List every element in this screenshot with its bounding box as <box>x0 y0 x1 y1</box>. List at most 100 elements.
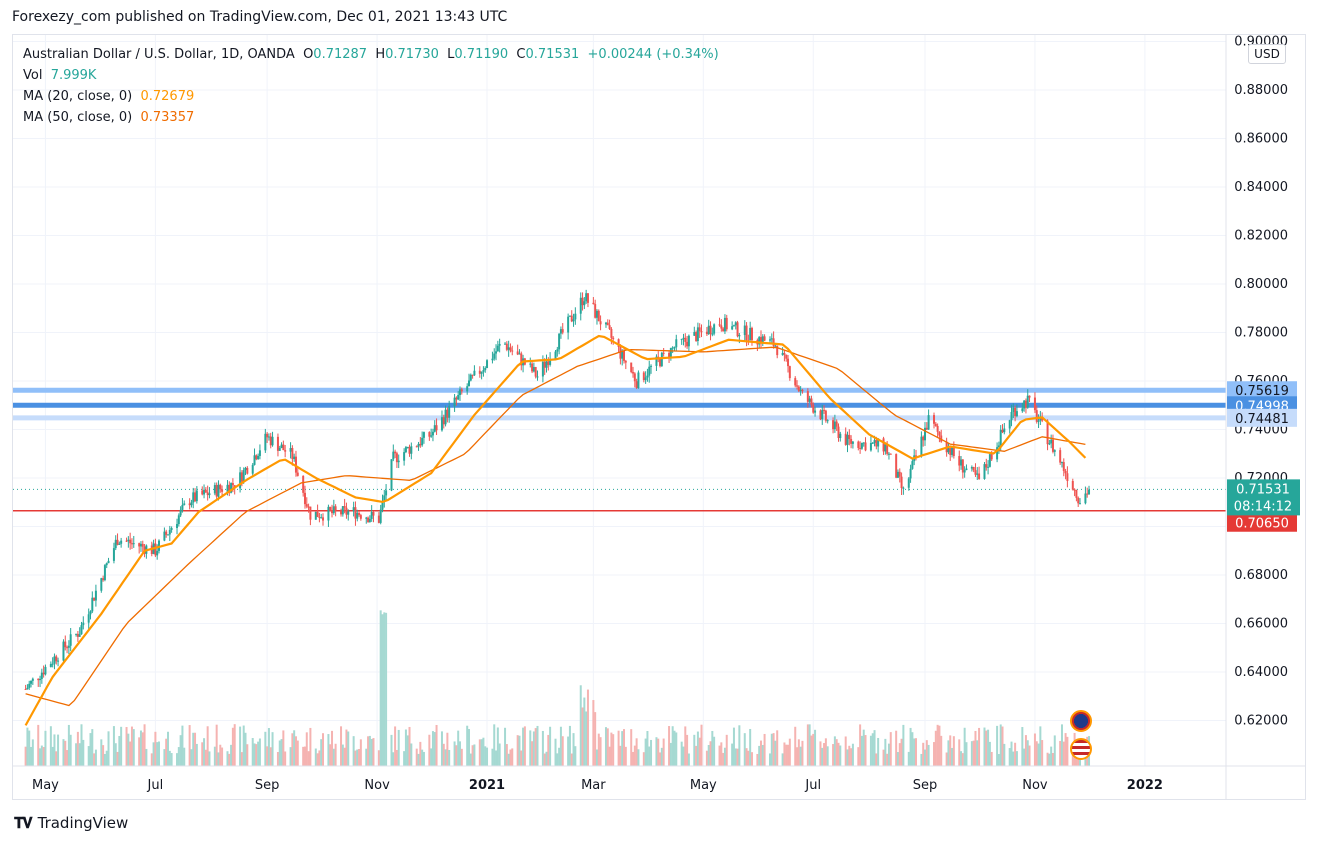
volume-bar <box>592 700 595 766</box>
candle-body <box>987 466 990 468</box>
volume-bar <box>662 738 665 766</box>
volume-bar <box>1024 735 1027 766</box>
volume-bar <box>787 744 790 766</box>
volume-bar <box>958 739 961 766</box>
candle-body <box>91 597 94 612</box>
candle-body <box>505 343 508 350</box>
volume-bar <box>743 733 746 766</box>
candle-body <box>482 370 485 372</box>
chart-legend: Australian Dollar / U.S. Dollar, 1D, OAN… <box>23 44 719 128</box>
candle-body <box>404 447 407 453</box>
candle-body <box>684 337 687 342</box>
volume-bar <box>632 751 635 766</box>
volume-bar <box>440 731 443 766</box>
volume-bar <box>1039 726 1042 766</box>
candle-body <box>433 425 436 432</box>
candle-body <box>138 543 141 547</box>
volume-bar <box>725 734 728 766</box>
candle-body <box>55 656 58 662</box>
candle-body <box>428 432 431 437</box>
candle-body <box>167 534 170 536</box>
candle-body <box>668 352 671 358</box>
candle-body <box>1012 407 1015 412</box>
candle-body <box>534 367 537 377</box>
candle-body <box>408 446 411 454</box>
candle-body <box>1039 417 1042 421</box>
volume-bar <box>837 742 840 766</box>
volume-bar <box>619 745 622 766</box>
volume-bar <box>435 724 438 766</box>
volume-bar <box>204 749 207 766</box>
candle-body <box>213 485 216 494</box>
australia-flag-icon[interactable] <box>1070 710 1092 732</box>
volume-bar <box>57 734 60 766</box>
volume-bar <box>882 749 885 766</box>
x-tick-label: Sep <box>913 778 938 793</box>
candle-body <box>381 500 384 510</box>
volume-bar <box>1023 748 1026 766</box>
x-tick-label: 2021 <box>469 778 505 793</box>
candle-body <box>385 490 388 496</box>
candle-body <box>491 358 494 361</box>
volume-bar <box>686 734 689 766</box>
candle-body <box>332 506 335 514</box>
volume-bar <box>352 736 355 766</box>
volume-bar <box>624 746 627 766</box>
volume-bar <box>442 743 445 766</box>
volume-bar <box>302 746 305 766</box>
candle-body <box>440 417 443 431</box>
candle-body <box>105 563 108 566</box>
candle-body <box>1075 489 1078 498</box>
candle-body <box>608 325 611 329</box>
candle-body <box>397 460 400 463</box>
candle-body <box>493 353 496 359</box>
candle-body <box>914 455 917 457</box>
price-level-badge <box>1227 513 1297 532</box>
volume-bar <box>606 728 609 766</box>
volume-bar <box>116 751 119 766</box>
candle-body <box>100 578 103 591</box>
volume-bar <box>276 751 279 766</box>
candle-body <box>170 528 173 530</box>
volume-bar <box>372 738 375 766</box>
candle-body <box>832 420 835 430</box>
volume-bar <box>397 729 400 766</box>
candle-body <box>824 410 827 421</box>
volume-bar <box>547 734 550 766</box>
candle-body <box>635 381 638 388</box>
volume-bar <box>1003 743 1006 766</box>
volume-bar <box>898 743 901 766</box>
volume-bar <box>650 739 653 766</box>
candle-body <box>687 335 690 347</box>
candle-body <box>895 454 898 478</box>
volume-bar <box>1021 727 1024 766</box>
candle-body <box>814 410 817 413</box>
volume-bar <box>718 745 721 766</box>
volume-bar <box>201 742 204 766</box>
volume-bar <box>572 733 575 766</box>
volume-bar <box>318 750 321 766</box>
volume-bar <box>69 734 72 766</box>
volume-bar <box>1008 748 1011 766</box>
volume-bar <box>1035 741 1038 766</box>
volume-bar <box>532 731 535 766</box>
volume-bar <box>934 730 937 766</box>
candle-body <box>24 688 27 690</box>
usa-flag-icon[interactable] <box>1070 738 1092 760</box>
currency-badge[interactable]: USD <box>1248 44 1286 64</box>
volume-bar <box>799 746 802 766</box>
candle-body <box>343 506 346 508</box>
candle-body <box>129 539 132 544</box>
candle-body <box>835 421 838 427</box>
volume-bar <box>846 749 849 766</box>
candle-body <box>431 431 434 436</box>
candle-body <box>230 483 233 493</box>
volume-bar <box>390 734 393 766</box>
volume-bar <box>522 727 525 766</box>
candle-body <box>103 565 106 581</box>
volume-bar <box>377 750 380 766</box>
footer-brand[interactable]: 𝐓𝐕 TradingView <box>14 814 128 832</box>
volume-bar <box>417 753 420 766</box>
volume-bar <box>448 749 451 766</box>
